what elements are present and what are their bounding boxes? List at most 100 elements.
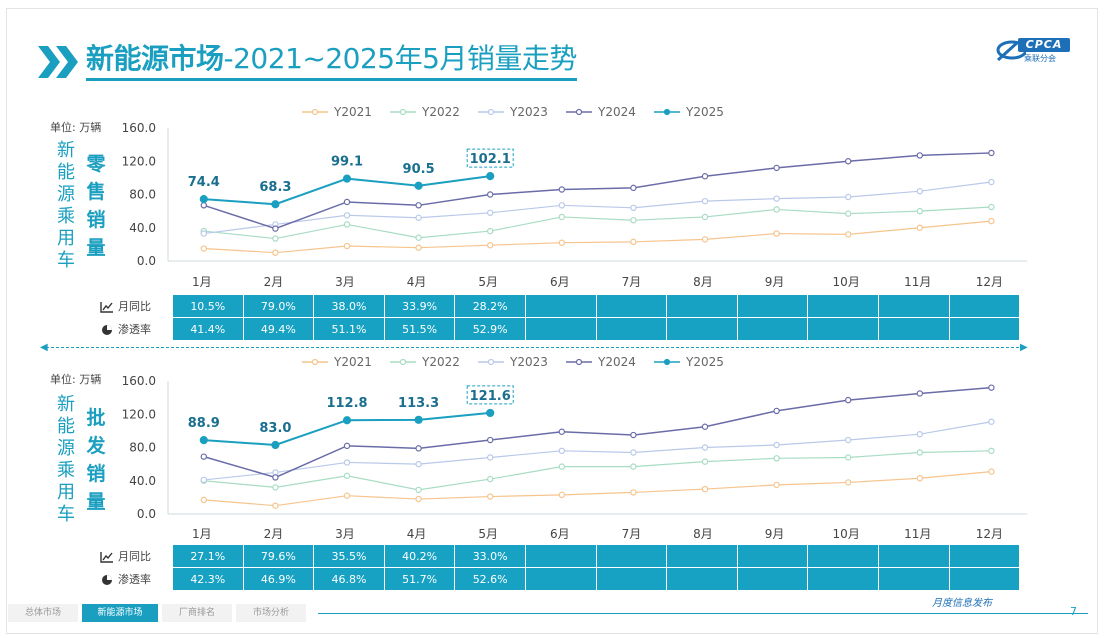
footer-release-text: 月度信息发布 bbox=[928, 594, 996, 609]
data-point bbox=[415, 445, 422, 452]
data-point bbox=[272, 502, 279, 509]
x-tick-label: 11月 bbox=[904, 275, 931, 289]
stats-cell: 27.1% bbox=[172, 544, 244, 568]
stats-cell bbox=[948, 567, 1021, 591]
data-point bbox=[342, 174, 352, 183]
footer-tab-ranking[interactable]: 厂商排名 bbox=[162, 604, 232, 622]
stats-row-label-text: 渗透率 bbox=[118, 573, 151, 586]
data-point bbox=[414, 415, 423, 424]
data-point bbox=[845, 158, 852, 165]
series-line-Y2023 bbox=[203, 421, 992, 481]
data-point bbox=[415, 234, 422, 241]
data-point bbox=[272, 225, 279, 232]
stats-cell: 52.9% bbox=[454, 317, 526, 341]
stats-cell bbox=[877, 544, 950, 568]
data-point bbox=[845, 210, 852, 217]
data-point bbox=[630, 184, 637, 192]
data-point bbox=[988, 384, 995, 391]
x-tick-label: 12月 bbox=[976, 527, 1003, 541]
data-point bbox=[701, 213, 709, 221]
data-point bbox=[773, 164, 780, 172]
data-point bbox=[701, 423, 709, 430]
data-point bbox=[200, 230, 207, 237]
stats-cell bbox=[807, 567, 879, 591]
x-tick-label: 1月 bbox=[192, 527, 212, 541]
data-point bbox=[773, 230, 780, 237]
stats-cell: 51.7% bbox=[383, 567, 456, 591]
data-point bbox=[630, 489, 637, 496]
data-point bbox=[487, 454, 494, 461]
data-point bbox=[415, 214, 422, 221]
legend-marker bbox=[663, 108, 671, 116]
stats-row-label: 月同比 bbox=[96, 294, 173, 318]
data-point bbox=[845, 436, 852, 444]
data-label-2025: 102.1 bbox=[470, 152, 511, 167]
data-point bbox=[916, 475, 924, 482]
footer-tab-analysis[interactable]: 市场分析 bbox=[236, 604, 306, 622]
double-chevron-icon bbox=[38, 46, 78, 78]
page-number: 7 bbox=[1070, 605, 1077, 618]
data-point bbox=[630, 449, 637, 456]
footer-tab-overall[interactable]: 总体市场 bbox=[8, 604, 78, 622]
x-tick-label: 7月 bbox=[622, 527, 642, 541]
legend-marker bbox=[575, 108, 583, 116]
data-point bbox=[630, 431, 637, 439]
y-tick-label: 40.0 bbox=[129, 474, 156, 488]
data-point bbox=[558, 186, 566, 193]
x-tick-label: 6月 bbox=[550, 527, 570, 541]
data-point bbox=[343, 242, 351, 250]
data-point bbox=[200, 496, 207, 504]
data-label-2025: 113.3 bbox=[398, 396, 439, 411]
stats-cell bbox=[595, 544, 668, 568]
vertical-label-top-b: 零售销量 bbox=[86, 153, 106, 259]
stats-cell: 38.0% bbox=[313, 294, 385, 318]
x-tick-label: 4月 bbox=[407, 275, 427, 289]
data-point bbox=[630, 238, 637, 246]
data-point bbox=[415, 460, 422, 468]
data-point bbox=[916, 431, 924, 438]
trend-icon bbox=[100, 301, 114, 313]
legend-marker bbox=[487, 358, 495, 366]
data-point bbox=[988, 447, 995, 455]
stats-cell bbox=[595, 317, 668, 341]
data-point bbox=[773, 195, 780, 202]
stats-cell bbox=[948, 544, 1021, 568]
data-point bbox=[988, 178, 995, 186]
data-point bbox=[415, 486, 422, 494]
data-point bbox=[916, 390, 924, 397]
stats-cell bbox=[807, 294, 879, 318]
data-point bbox=[487, 493, 494, 500]
divider-left-arrow-icon: ◀ bbox=[40, 342, 48, 353]
data-point bbox=[200, 245, 207, 252]
data-point bbox=[916, 187, 924, 195]
data-point bbox=[701, 444, 709, 451]
stats-cell bbox=[877, 567, 950, 591]
data-point bbox=[487, 436, 494, 444]
y-tick-label: 80.0 bbox=[129, 188, 156, 202]
stats-cell bbox=[524, 294, 597, 318]
stats-row-yoy: 月同比 27.1% 79.6% 35.5% 40.2% 33.0% bbox=[96, 544, 1021, 568]
cpca-logo: CPCA 乘联分会 bbox=[994, 36, 1074, 66]
data-point bbox=[415, 495, 422, 503]
legend-marker bbox=[399, 108, 407, 116]
data-point bbox=[558, 213, 566, 221]
data-point bbox=[343, 221, 351, 228]
y-tick-label: 40.0 bbox=[129, 221, 156, 235]
data-point bbox=[487, 242, 494, 249]
data-point bbox=[343, 492, 351, 499]
data-point bbox=[701, 173, 709, 180]
data-point bbox=[845, 193, 852, 201]
stats-cell: 51.1% bbox=[313, 317, 385, 341]
x-tick-label: 8月 bbox=[693, 275, 713, 289]
footer-tab-nev[interactable]: 新能源市场 bbox=[82, 604, 158, 622]
data-point bbox=[988, 203, 995, 211]
legend-marker bbox=[487, 108, 495, 116]
stats-cell: 46.8% bbox=[313, 567, 385, 591]
stats-row-label: 渗透率 bbox=[96, 317, 173, 341]
data-point bbox=[343, 459, 351, 466]
data-point bbox=[487, 191, 494, 198]
stats-row-yoy: 月同比 10.5% 79.0% 38.0% 33.9% 28.2% bbox=[96, 294, 1021, 318]
stats-cell: 79.0% bbox=[242, 294, 315, 318]
legend-marker bbox=[311, 108, 319, 116]
